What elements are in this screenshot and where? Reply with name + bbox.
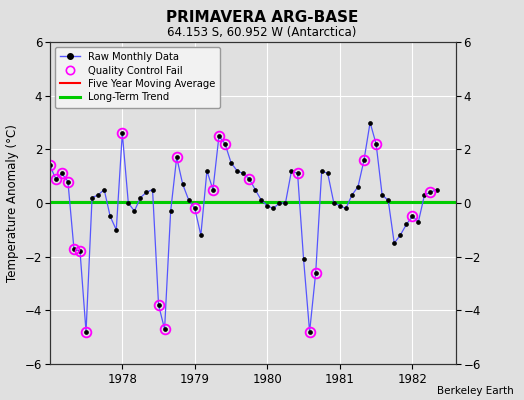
Text: PRIMAVERA ARG-BASE: PRIMAVERA ARG-BASE [166, 10, 358, 25]
Text: Berkeley Earth: Berkeley Earth [437, 386, 514, 396]
Legend: Raw Monthly Data, Quality Control Fail, Five Year Moving Average, Long-Term Tren: Raw Monthly Data, Quality Control Fail, … [55, 47, 220, 108]
Y-axis label: Temperature Anomaly (°C): Temperature Anomaly (°C) [6, 124, 19, 282]
Text: 64.153 S, 60.952 W (Antarctica): 64.153 S, 60.952 W (Antarctica) [167, 26, 357, 39]
